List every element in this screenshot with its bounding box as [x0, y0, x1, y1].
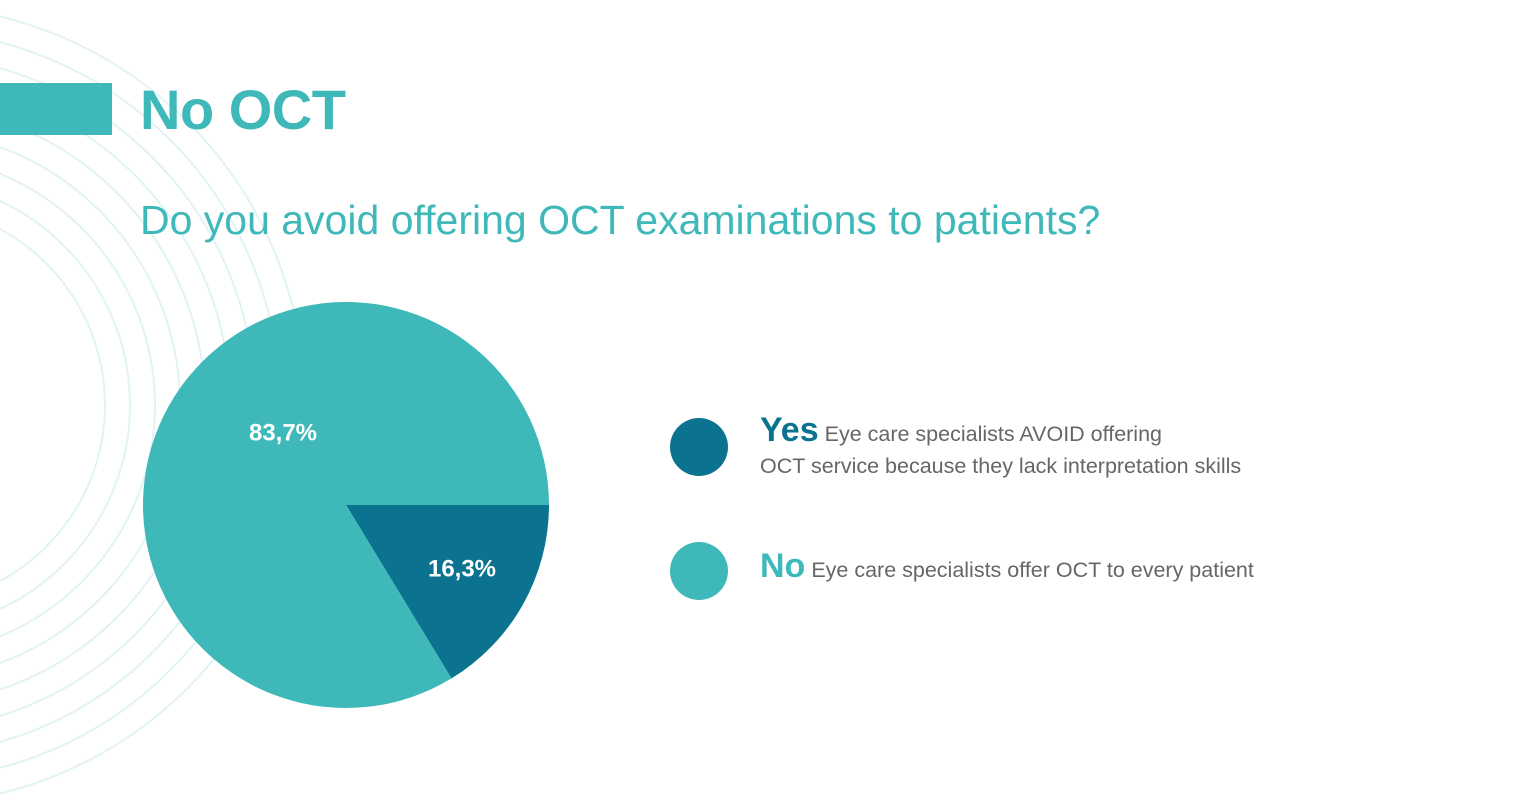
- legend-desc-no-line1: Eye care specialists offer OCT to every …: [811, 558, 1254, 582]
- pie-label-no: 83,7%: [249, 419, 317, 446]
- legend-desc-yes-line1: Eye care specialists AVOID offering: [824, 422, 1162, 446]
- background-ring: [0, 227, 106, 583]
- legend-text-yes: Yes Eye care specialists AVOID offering …: [760, 411, 1380, 482]
- legend-key-yes: Yes: [760, 411, 819, 449]
- pie-slice-yes: [346, 505, 549, 679]
- page-title: No OCT: [140, 78, 346, 141]
- background-ring: [0, 200, 131, 610]
- legend-swatch-no: [670, 542, 728, 600]
- legend-text-no: No Eye care specialists offer OCT to eve…: [760, 547, 1380, 586]
- pie-label-yes: 16,3%: [428, 555, 496, 582]
- background-ring: [0, 172, 156, 638]
- legend-key-no: No: [760, 547, 806, 585]
- legend-swatch-yes: [670, 418, 728, 476]
- title-accent-bar: [0, 83, 112, 135]
- legend-desc-yes-line2: OCT service because they lack interpreta…: [760, 454, 1242, 478]
- chart-title: Do you avoid offering OCT examinations t…: [140, 197, 1101, 243]
- pie-slice-no: [143, 301, 550, 708]
